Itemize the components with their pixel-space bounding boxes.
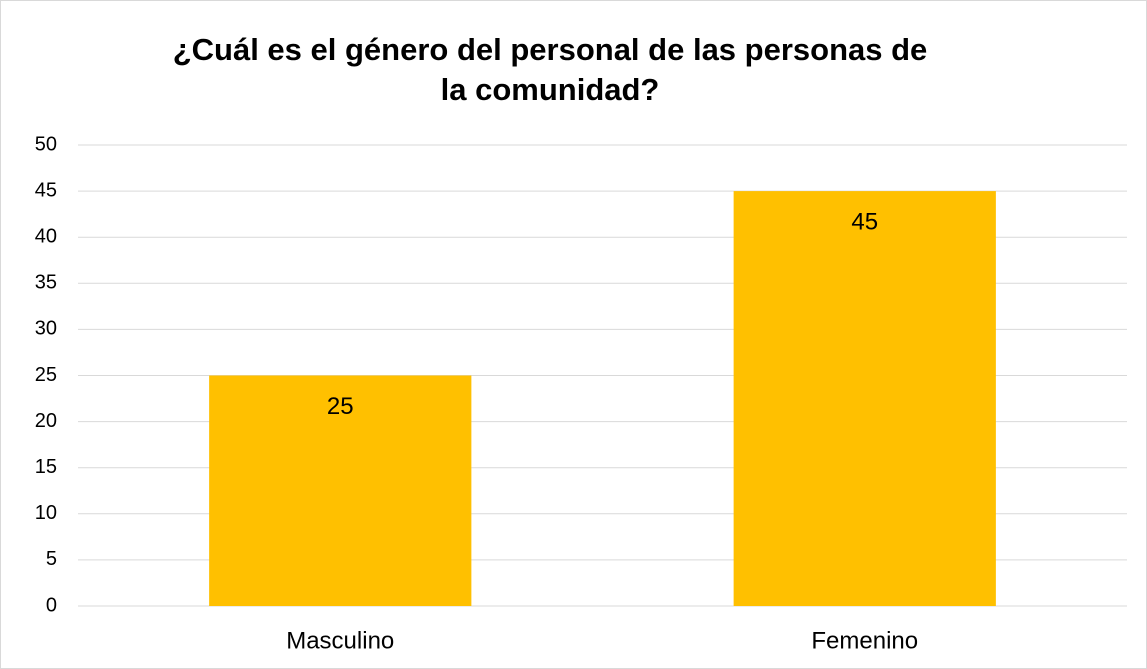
y-tick-label: 0 bbox=[46, 594, 57, 616]
bar bbox=[733, 191, 996, 606]
y-tick-label: 40 bbox=[35, 225, 57, 247]
y-tick-label: 10 bbox=[35, 502, 57, 524]
data-label: 45 bbox=[851, 208, 878, 235]
x-tick-label: Femenino bbox=[811, 627, 918, 654]
y-tick-label: 30 bbox=[35, 318, 57, 340]
y-tick-label: 5 bbox=[46, 548, 57, 570]
bar bbox=[209, 375, 472, 606]
y-tick-label: 35 bbox=[35, 272, 57, 294]
y-tick-label: 20 bbox=[35, 410, 57, 432]
y-tick-label: 50 bbox=[35, 133, 57, 155]
y-tick-label: 25 bbox=[35, 364, 57, 386]
data-label: 25 bbox=[327, 393, 354, 420]
x-tick-label: Masculino bbox=[286, 627, 394, 654]
y-tick-label: 15 bbox=[35, 456, 57, 478]
chart-title: ¿Cuál es el género del personal de las p… bbox=[172, 32, 928, 107]
y-tick-label: 45 bbox=[35, 179, 57, 201]
